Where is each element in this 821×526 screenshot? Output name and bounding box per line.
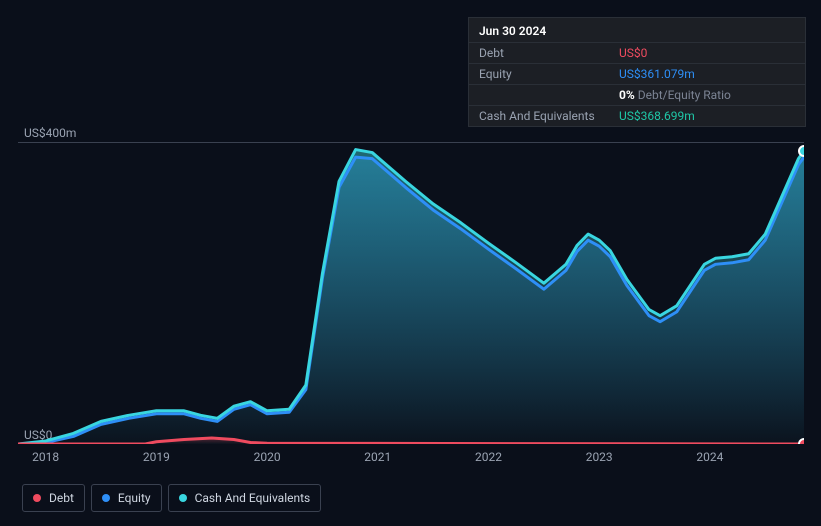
x-tick-label: 2018 xyxy=(32,450,59,464)
x-tick-label: 2020 xyxy=(254,450,281,464)
tooltip-panel: Jun 30 2024 DebtUS$0EquityUS$361.079m0% … xyxy=(468,17,806,127)
legend-swatch-icon xyxy=(33,494,41,502)
legend-swatch-icon xyxy=(102,494,110,502)
tooltip-row-value: 0% Debt/Equity Ratio xyxy=(619,88,795,102)
tooltip-row-value: US$0 xyxy=(619,46,795,60)
tooltip-row: EquityUS$361.079m xyxy=(469,63,805,84)
x-tick-label: 2022 xyxy=(475,450,502,464)
tooltip-row-value: US$368.699m xyxy=(619,109,795,123)
legend-label: Equity xyxy=(118,491,151,505)
tooltip-row-value: US$361.079m xyxy=(619,67,795,81)
tooltip-row-label xyxy=(479,88,619,102)
tooltip-row: 0% Debt/Equity Ratio xyxy=(469,84,805,105)
legend: Debt Equity Cash And Equivalents xyxy=(22,484,321,512)
x-tick-label: 2021 xyxy=(364,450,391,464)
tooltip-row: DebtUS$0 xyxy=(469,42,805,63)
x-tick-label: 2019 xyxy=(143,450,170,464)
chart-plot[interactable] xyxy=(18,142,804,444)
tooltip-row-label: Cash And Equivalents xyxy=(479,109,619,123)
legend-label: Debt xyxy=(49,491,74,505)
legend-item-equity[interactable]: Equity xyxy=(91,484,162,512)
legend-swatch-icon xyxy=(179,494,187,502)
legend-item-cash[interactable]: Cash And Equivalents xyxy=(168,484,322,512)
y-axis-label-top: US$400m xyxy=(24,126,76,140)
legend-label: Cash And Equivalents xyxy=(195,491,311,505)
chart-stage: { "dims": {"width": 821, "height": 526},… xyxy=(0,0,821,526)
tooltip-row-label: Equity xyxy=(479,67,619,81)
x-tick-label: 2023 xyxy=(586,450,613,464)
tooltip-row: Cash And EquivalentsUS$368.699m xyxy=(469,105,805,126)
end-marker-cash xyxy=(799,146,804,156)
x-tick-label: 2024 xyxy=(696,450,723,464)
legend-item-debt[interactable]: Debt xyxy=(22,484,85,512)
tooltip-row-label: Debt xyxy=(479,46,619,60)
x-axis-labels: 2018 2019 2020 2021 2022 2023 2024 xyxy=(0,450,821,466)
tooltip-title: Jun 30 2024 xyxy=(469,18,805,42)
